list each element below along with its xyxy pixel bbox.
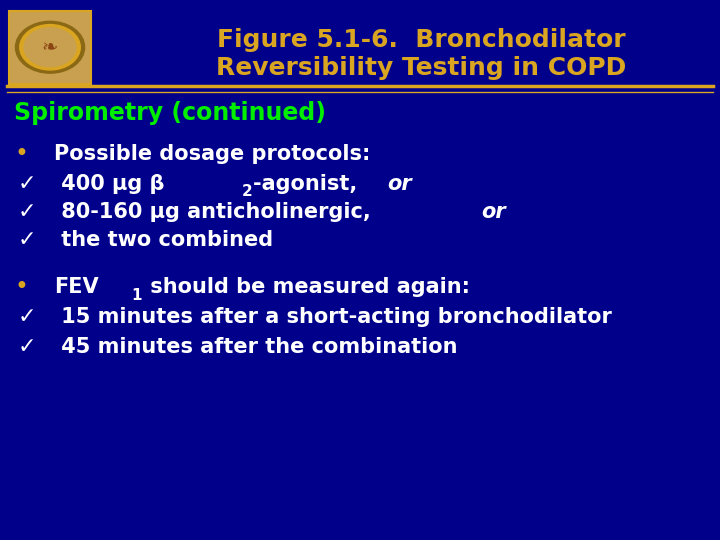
Text: 45 minutes after the combination: 45 minutes after the combination xyxy=(54,336,457,357)
Text: -agonist,: -agonist, xyxy=(253,173,365,194)
Text: ✓: ✓ xyxy=(18,173,37,194)
Text: should be measured again:: should be measured again: xyxy=(143,277,469,298)
Text: ✓: ✓ xyxy=(18,202,37,222)
Text: or: or xyxy=(387,173,412,194)
Circle shape xyxy=(20,25,81,70)
Text: Reversibility Testing in COPD: Reversibility Testing in COPD xyxy=(216,56,626,79)
Text: 1: 1 xyxy=(132,288,143,303)
Text: 80-160 μg anticholinergic,: 80-160 μg anticholinergic, xyxy=(54,202,378,222)
Text: the two combined: the two combined xyxy=(54,230,273,251)
Text: FEV: FEV xyxy=(54,277,99,298)
Text: ❧: ❧ xyxy=(42,38,58,57)
Text: Possible dosage protocols:: Possible dosage protocols: xyxy=(54,144,370,164)
Text: ✓: ✓ xyxy=(18,307,37,327)
Text: Spirometry (continued): Spirometry (continued) xyxy=(14,102,326,125)
Text: •: • xyxy=(14,142,29,166)
Text: Figure 5.1-6.  Bronchodilator: Figure 5.1-6. Bronchodilator xyxy=(217,29,626,52)
FancyBboxPatch shape xyxy=(9,11,91,84)
Text: ✓: ✓ xyxy=(18,336,37,357)
Circle shape xyxy=(24,28,76,66)
Text: 15 minutes after a short-acting bronchodilator: 15 minutes after a short-acting bronchod… xyxy=(54,307,612,327)
Text: 2: 2 xyxy=(242,184,253,199)
Text: ✓: ✓ xyxy=(18,230,37,251)
Text: 400 μg β: 400 μg β xyxy=(54,173,164,194)
Text: •: • xyxy=(14,275,29,299)
Circle shape xyxy=(16,21,85,73)
Text: or: or xyxy=(482,202,506,222)
